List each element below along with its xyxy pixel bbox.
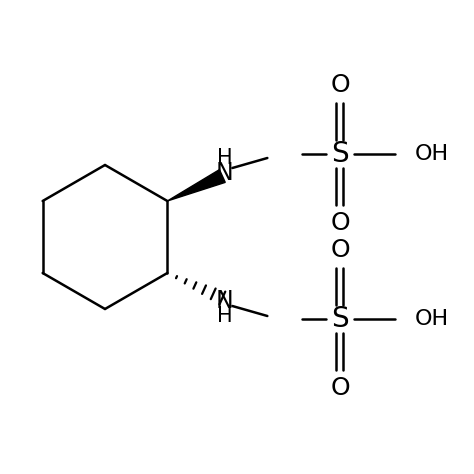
Text: H: H: [217, 306, 232, 326]
Text: N: N: [216, 161, 233, 185]
Text: O: O: [330, 376, 350, 400]
Text: OH: OH: [415, 144, 449, 164]
Text: O: O: [330, 73, 350, 97]
Text: O: O: [330, 238, 350, 262]
Text: H: H: [217, 148, 232, 168]
Text: O: O: [330, 211, 350, 235]
Text: S: S: [331, 305, 349, 333]
Polygon shape: [167, 170, 225, 201]
Text: N: N: [216, 289, 233, 313]
Text: OH: OH: [415, 309, 449, 329]
Text: S: S: [331, 140, 349, 168]
